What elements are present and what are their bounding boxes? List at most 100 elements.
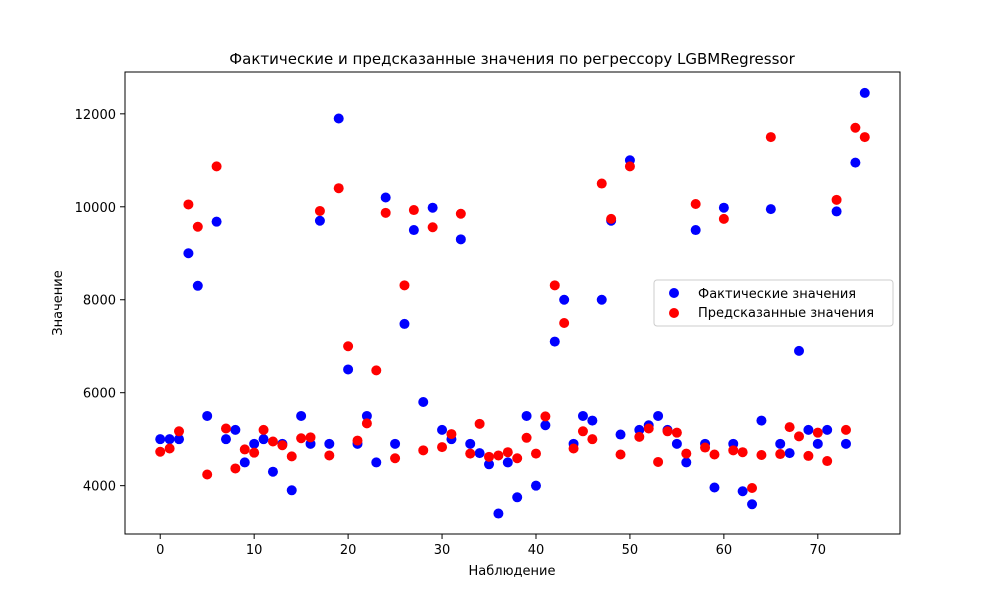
actual-point [831, 206, 842, 217]
actual-point [530, 480, 541, 491]
predicted-point [239, 444, 250, 455]
predicted-point [155, 446, 166, 457]
actual-point [211, 216, 222, 227]
actual-point [859, 87, 870, 98]
actual-point [653, 410, 664, 421]
predicted-point [662, 426, 673, 437]
actual-point [784, 448, 795, 459]
actual-point [718, 202, 729, 213]
actual-point [380, 192, 391, 203]
predicted-point [361, 418, 372, 429]
y-tick-label: 12000 [75, 108, 116, 123]
predicted-point [267, 436, 278, 447]
x-tick-label: 20 [340, 543, 357, 558]
predicted-point [681, 448, 692, 459]
predicted-point [211, 161, 222, 172]
predicted-point [343, 341, 354, 352]
predicted-point [606, 213, 617, 224]
actual-point [296, 410, 307, 421]
actual-point [615, 429, 626, 440]
predicted-point [192, 221, 203, 232]
actual-point [493, 508, 504, 519]
predicted-point [427, 222, 438, 233]
predicted-point [737, 447, 748, 458]
predicted-point [794, 431, 805, 442]
actual-point [587, 415, 598, 426]
actual-point [239, 457, 250, 468]
actual-point [850, 157, 861, 168]
actual-point [690, 225, 701, 236]
actual-point [155, 434, 166, 445]
predicted-point [183, 199, 194, 210]
actual-point [812, 438, 823, 449]
chart-legend: Фактические значения Предсказанные значе… [653, 279, 894, 327]
actual-point [437, 424, 448, 435]
predicted-point [850, 122, 861, 133]
x-tick-label: 30 [434, 543, 451, 558]
predicted-point [314, 205, 325, 216]
predicted-point [709, 449, 720, 460]
predicted-point [549, 280, 560, 291]
predicted-point [765, 132, 776, 143]
predicted-point [747, 482, 758, 493]
actual-point [474, 448, 485, 459]
actual-point [671, 438, 682, 449]
actual-point [577, 410, 588, 421]
actual-point [540, 420, 551, 431]
predicted-point [634, 431, 645, 442]
predicted-point [568, 443, 579, 454]
actual-point [549, 336, 560, 347]
actual-point [202, 410, 213, 421]
predicted-point [530, 448, 541, 459]
predicted-point [775, 449, 786, 460]
actual-point [192, 280, 203, 291]
actual-point [709, 482, 720, 493]
predicted-point [484, 451, 495, 462]
predicted-point [296, 433, 307, 444]
predicted-point [803, 450, 814, 461]
actual-point [502, 457, 513, 468]
legend-marker-predicted [669, 308, 679, 318]
predicted-point [859, 132, 870, 143]
predicted-point [643, 423, 654, 434]
y-tick-label: 8000 [83, 294, 116, 309]
legend-label-actual: Фактические значения [698, 287, 856, 302]
predicted-point [390, 453, 401, 464]
predicted-point [784, 422, 795, 433]
x-tick-label: 60 [716, 543, 733, 558]
chart-title: Фактические и предсказанные значения по … [229, 50, 795, 68]
y-tick-label: 4000 [83, 480, 116, 495]
predicted-point [577, 426, 588, 437]
actual-point [634, 424, 645, 435]
actual-point [840, 438, 851, 449]
predicted-point [437, 442, 448, 453]
actual-point [249, 438, 260, 449]
predicted-point [559, 317, 570, 328]
predicted-point [202, 469, 213, 480]
predicted-point [164, 443, 175, 454]
predicted-point [822, 456, 833, 467]
actual-point [747, 499, 758, 510]
plot-area: 0 10 20 30 40 50 60 70 4000 6000 8000 10000 12000 [75, 87, 870, 558]
actual-point [427, 202, 438, 213]
predicted-point [174, 426, 185, 437]
predicted-point [324, 450, 335, 461]
predicted-point [540, 411, 551, 422]
predicted-point [587, 434, 598, 445]
x-axis-label: Наблюдение [469, 564, 556, 579]
predicted-point [700, 442, 711, 453]
actual-point [164, 434, 175, 445]
predicted-point [690, 199, 701, 209]
predicted-point [831, 194, 842, 205]
actual-point [343, 364, 354, 375]
actual-point [484, 459, 495, 470]
x-tick-label: 0 [156, 543, 164, 558]
actual-point [775, 438, 786, 449]
predicted-point [371, 365, 382, 376]
actual-point [333, 113, 344, 124]
predicted-point [333, 183, 344, 194]
predicted-point [512, 453, 523, 464]
actual-point [183, 248, 194, 259]
